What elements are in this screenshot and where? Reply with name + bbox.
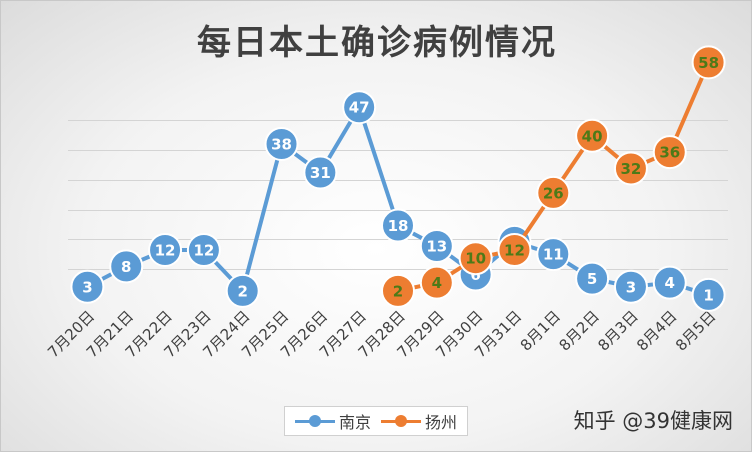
data-label: 5 bbox=[587, 270, 597, 288]
legend-label-yangzhou: 扬州 bbox=[425, 413, 458, 432]
data-point bbox=[497, 233, 532, 268]
data-label: 40 bbox=[582, 127, 603, 145]
legend-item-nanjing: 南京 bbox=[294, 409, 371, 433]
data-point bbox=[109, 249, 144, 284]
data-point bbox=[264, 126, 299, 161]
data-label: 12 bbox=[155, 242, 176, 260]
data-point bbox=[381, 208, 415, 243]
data-label: 10 bbox=[465, 250, 486, 268]
data-label: 1 bbox=[703, 286, 713, 304]
data-label: 3 bbox=[626, 278, 636, 296]
data-point bbox=[342, 90, 377, 125]
data-point bbox=[303, 155, 338, 190]
data-point bbox=[575, 118, 610, 153]
data-label: 47 bbox=[349, 99, 370, 117]
data-label: 31 bbox=[310, 164, 331, 182]
data-point bbox=[225, 273, 260, 308]
data-label: 4 bbox=[432, 274, 442, 292]
series-yangzhou: 2 4 10 12 26 40 32 36 58 bbox=[381, 45, 726, 308]
watermark: 知乎 @39健康网 bbox=[573, 409, 733, 433]
legend-swatch-nanjing bbox=[294, 414, 335, 428]
data-point bbox=[613, 151, 648, 186]
data-label: 11 bbox=[543, 246, 564, 264]
series-nanjing: 38121223831471813614115341 bbox=[70, 90, 726, 312]
data-label: 38 bbox=[271, 135, 292, 153]
x-tick-label: 8月2日 bbox=[556, 307, 603, 354]
data-label: 3 bbox=[82, 278, 92, 296]
data-point bbox=[186, 233, 221, 268]
x-tick-label: 8月5日 bbox=[672, 307, 719, 354]
x-tick-label: 8月1日 bbox=[517, 307, 564, 354]
data-label: 2 bbox=[237, 282, 247, 300]
data-label: 58 bbox=[698, 54, 719, 72]
data-point bbox=[419, 228, 454, 263]
data-point bbox=[613, 269, 648, 304]
data-label: 2 bbox=[393, 282, 403, 300]
chart-title: 每日本土确诊病例情况 bbox=[197, 23, 557, 63]
data-point bbox=[536, 175, 571, 210]
data-point bbox=[381, 273, 415, 308]
legend-swatch-yangzhou bbox=[381, 414, 421, 428]
legend: 南京 扬州 bbox=[284, 406, 468, 436]
data-label: 18 bbox=[388, 217, 409, 235]
data-label: 8 bbox=[121, 258, 131, 276]
data-point bbox=[419, 265, 454, 300]
data-point bbox=[458, 241, 493, 276]
data-point bbox=[575, 261, 610, 296]
data-point bbox=[70, 269, 105, 304]
data-label: 36 bbox=[659, 144, 680, 162]
series-line bbox=[86, 105, 710, 297]
legend-item-yangzhou: 扬州 bbox=[381, 409, 457, 433]
data-point bbox=[691, 277, 726, 312]
data-point bbox=[536, 237, 571, 272]
data-label: 13 bbox=[426, 237, 447, 255]
data-point bbox=[691, 45, 726, 80]
legend-label-nanjing: 南京 bbox=[338, 413, 371, 432]
data-label: 4 bbox=[665, 274, 675, 292]
x-tick-label: 8月4日 bbox=[633, 307, 680, 354]
x-tick-labels: 7月20日7月21日7月22日7月23日7月24日7月25日7月26日7月27日… bbox=[44, 307, 719, 361]
data-label: 12 bbox=[193, 242, 214, 260]
data-label: 26 bbox=[543, 184, 564, 202]
data-label: 32 bbox=[621, 160, 642, 178]
x-tick-label: 8月3日 bbox=[594, 307, 641, 354]
data-point bbox=[652, 265, 687, 300]
data-point bbox=[148, 233, 183, 268]
data-point bbox=[652, 135, 687, 170]
data-label: 12 bbox=[504, 242, 525, 260]
